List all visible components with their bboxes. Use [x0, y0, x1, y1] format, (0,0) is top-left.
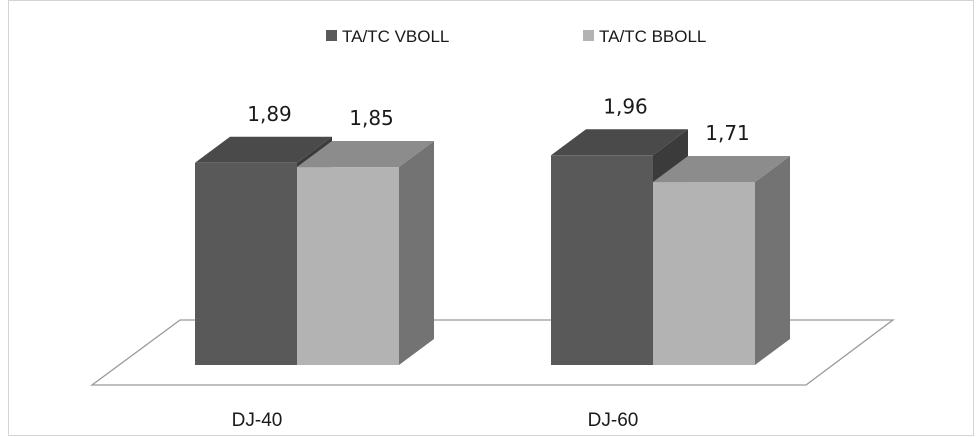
- data-label: 1,71: [705, 121, 750, 145]
- bar-front: [653, 182, 755, 365]
- bar-2-dj-40: [297, 141, 434, 365]
- bar-front: [195, 162, 297, 365]
- bar-top: [653, 156, 790, 183]
- legend-label: TA/TC VBOLL: [342, 27, 449, 46]
- bar-front: [551, 155, 653, 365]
- legend-label: TA/TC BBOLL: [599, 27, 706, 46]
- legend-item-1: TA/TC VBOLL: [326, 27, 449, 46]
- bar-side: [755, 156, 790, 365]
- bar-front: [297, 167, 399, 365]
- legend-item-2: TA/TC BBOLL: [583, 27, 706, 46]
- bar-top: [195, 136, 332, 163]
- legend-swatch: [583, 30, 594, 41]
- data-label: 1,89: [247, 102, 292, 126]
- bar-side: [399, 141, 434, 365]
- legend: TA/TC VBOLL TA/TC BBOLL: [326, 27, 706, 46]
- bar-2-dj-60: [653, 156, 790, 365]
- category-label-dj-40: DJ-40: [232, 410, 283, 431]
- data-label: 1,96: [603, 94, 648, 118]
- bar-top: [551, 129, 688, 156]
- category-label-dj-60: DJ-60: [588, 410, 639, 431]
- bar-top: [297, 141, 434, 168]
- legend-swatch: [326, 30, 337, 41]
- data-label: 1,85: [349, 106, 394, 130]
